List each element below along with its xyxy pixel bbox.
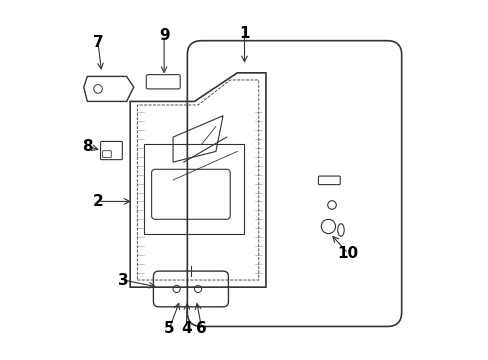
Text: 7: 7: [93, 35, 103, 50]
Text: 6: 6: [196, 321, 206, 336]
Text: 2: 2: [92, 194, 103, 209]
Text: 10: 10: [337, 246, 358, 261]
Text: 3: 3: [118, 273, 128, 288]
Text: 1: 1: [239, 26, 249, 41]
Text: 9: 9: [159, 28, 169, 43]
Text: 4: 4: [181, 321, 191, 336]
Text: 5: 5: [164, 321, 174, 336]
Text: 8: 8: [82, 139, 92, 154]
